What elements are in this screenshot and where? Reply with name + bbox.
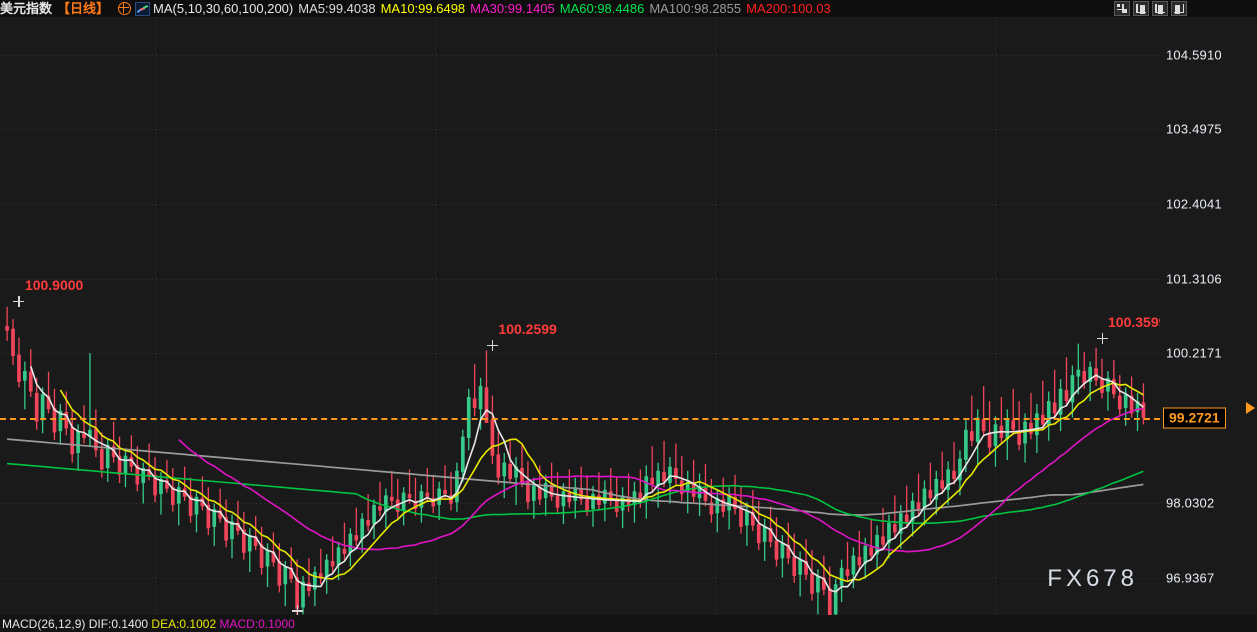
chart-header: 美元指数 【日线】 MA(5,10,30,60,100,200) MA5:99.… [0,0,1257,17]
ma200-value: MA200:100.03 [746,1,831,16]
subchart-legend: MACD(26,12,9) DIF:0.1400 DEA:0.1002 MACD… [2,617,295,631]
ma10-line [59,382,1144,583]
candles [5,306,1146,615]
grid-line-v [714,17,716,615]
current-price-badge: 99.2721 [1163,407,1226,429]
price-axis-label: 98.0302 [1166,495,1215,511]
indicator-subchart-bar: MACD(26,12,9) DIF:0.1400 DEA:0.1002 MACD… [0,615,1257,632]
price-axis[interactable]: 104.5910 103.4975 102.4041 101.3106 100.2171… [1160,17,1257,615]
ma5-value: MA5:99.4038 [298,1,376,16]
annotation-marker [13,295,25,307]
ma60-line [7,462,1144,525]
subchart-legend-item: MACD(26,12,9) DIF:0.1400 [2,617,152,631]
ma100-value: MA100:98.2855 [649,1,742,16]
chart-canvas [5,306,1146,615]
crosshair-circle-icon[interactable] [117,1,132,15]
annotation-marker [291,605,303,617]
period-label: 【日线】 [57,1,110,16]
grid-line-h [0,54,1160,56]
align-center-tool-icon[interactable] [1152,1,1168,16]
current-price-line [0,418,1160,420]
ma10-value: MA10:99.6498 [380,1,466,16]
symbol-name: 美元指数 [0,1,53,16]
ma100-line [7,438,1144,516]
grid-line-h [0,278,1160,280]
grid-line-h [0,577,1160,579]
price-axis-label: 101.3106 [1166,271,1222,287]
grid-line-h [0,129,1160,131]
ma30-line [178,408,1144,553]
align-right-tool-icon[interactable] [1171,1,1187,16]
price-axis-label: 100.2171 [1166,345,1222,361]
price-axis-label: 96.9367 [1166,570,1215,586]
align-left-tool-icon[interactable] [1133,1,1149,16]
subchart-legend-item: MACD:0.1000 [219,617,295,631]
grid-line-h [0,204,1160,205]
high-price-label: 100.9000 [24,276,84,293]
grid-line-v [155,17,157,615]
crosshair-tool-icon[interactable] [1114,1,1130,16]
ma-indicator-icon[interactable] [135,1,151,16]
annotation-marker [1096,332,1108,344]
current-price-arrow [1246,402,1255,414]
grid-line-v [995,17,997,615]
price-axis-label: 103.4975 [1166,121,1222,137]
ma5-line [30,365,1144,593]
grid-line-h [0,353,1160,355]
ma30-value: MA30:99.1405 [470,1,555,16]
grid-line-v [435,17,436,615]
ma60-value: MA60:98.4486 [559,1,645,16]
chart-toolbar [1114,1,1187,16]
subchart-legend-item: DEA:0.1002 [151,617,220,631]
price-axis-label: 102.4041 [1166,196,1222,212]
annotation-marker [486,339,498,351]
ma-expression: MA(5,10,30,60,100,200) [153,1,294,16]
watermark: FX678 [1047,565,1138,592]
high-price-label: 100.3599 [1108,313,1167,330]
high-price-label: 100.2599 [498,320,557,337]
grid-line-h [0,502,1160,504]
price-axis-label: 104.5910 [1166,47,1222,62]
